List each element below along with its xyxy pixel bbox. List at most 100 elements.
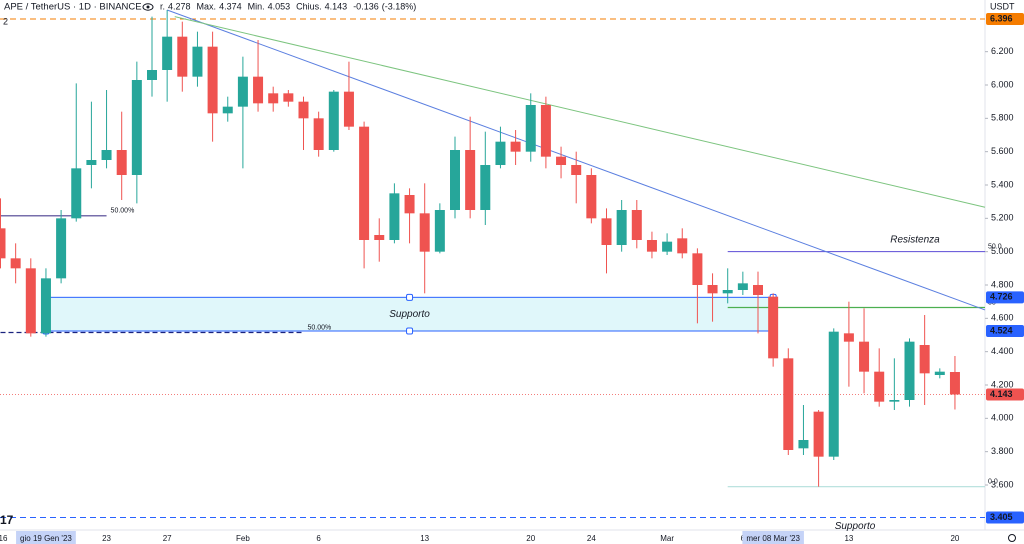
candle-body bbox=[131, 80, 142, 175]
candle-body bbox=[601, 218, 612, 245]
price-label-bg bbox=[986, 511, 1024, 524]
candle-body bbox=[359, 126, 370, 240]
candle-body bbox=[86, 160, 97, 165]
currency: USDT bbox=[990, 1, 1015, 11]
candle-body bbox=[328, 91, 339, 150]
candle-body bbox=[586, 175, 597, 219]
ohlc-value: 4.374 bbox=[219, 1, 242, 11]
candle-body bbox=[662, 241, 673, 252]
candle-body bbox=[450, 150, 460, 210]
zone-handle bbox=[406, 293, 414, 301]
candle-body bbox=[934, 371, 945, 375]
fib-label: 50.00% bbox=[308, 324, 332, 331]
fib-label: 50.00% bbox=[111, 208, 135, 215]
x-tick-label: 27 bbox=[163, 534, 172, 543]
candle-body bbox=[949, 372, 960, 395]
price-label-bg bbox=[986, 291, 1024, 304]
y-tick-label: 4.800 bbox=[991, 279, 1014, 289]
x-highlight-bg bbox=[742, 531, 804, 544]
support-zone bbox=[45, 296, 774, 332]
candle-body bbox=[56, 218, 67, 279]
candle-body bbox=[343, 91, 354, 127]
candle-body bbox=[571, 165, 582, 175]
candle-body bbox=[374, 235, 385, 240]
settings-icon[interactable] bbox=[1008, 534, 1016, 542]
y-tick-label: 5.000 bbox=[991, 246, 1014, 256]
candle-body bbox=[116, 150, 127, 175]
candle-body bbox=[237, 76, 248, 107]
candle-body bbox=[828, 331, 839, 457]
x-tick-label: 6 bbox=[316, 534, 321, 543]
x-tick-label: 23 bbox=[102, 534, 111, 543]
ohlc-value: 4.143 bbox=[325, 1, 348, 11]
y-tick-label: 3.800 bbox=[991, 446, 1014, 456]
candle-body bbox=[389, 193, 400, 240]
price-label: 6.396 bbox=[990, 13, 1013, 23]
x-tick-label: 16 bbox=[0, 534, 8, 543]
candle-body bbox=[510, 141, 521, 152]
ohlc-label: Max. bbox=[197, 1, 217, 11]
x-tick-label: 20 bbox=[526, 534, 535, 543]
candle-body bbox=[859, 341, 870, 372]
change-pct: (-3.18%) bbox=[382, 1, 417, 11]
y-tick-label: 5.600 bbox=[991, 146, 1014, 156]
candle-body bbox=[889, 400, 900, 402]
price-label-bg bbox=[986, 325, 1024, 337]
y-tick-label: 3.600 bbox=[991, 479, 1014, 489]
x-tick-label: Feb bbox=[236, 534, 250, 543]
price-label-bg bbox=[986, 13, 1024, 25]
candle-body bbox=[722, 290, 733, 294]
symbol: APE / TetherUS · 1D · BINANCE bbox=[4, 2, 142, 13]
y-tick-label: 5.200 bbox=[991, 213, 1014, 223]
y-tick-label: 5.400 bbox=[991, 179, 1014, 189]
candle-body bbox=[0, 228, 6, 259]
eye-icon[interactable] bbox=[142, 3, 154, 11]
price-label: 4.726 bbox=[990, 292, 1013, 302]
x-tick-label: 13 bbox=[844, 534, 853, 543]
candle-body bbox=[177, 36, 188, 77]
pane-number: 2 bbox=[3, 16, 8, 26]
x-tick-label: 20 bbox=[950, 534, 959, 543]
candle-body bbox=[525, 105, 536, 152]
candle-body bbox=[692, 253, 703, 285]
candle-body bbox=[919, 345, 930, 374]
y-tick-label: 5.800 bbox=[991, 113, 1014, 123]
change: -0.136 bbox=[353, 1, 379, 11]
candle-body bbox=[162, 36, 173, 70]
candle-body bbox=[768, 296, 779, 359]
candle-body bbox=[631, 210, 642, 240]
ohlc-label: Chius. bbox=[296, 1, 322, 11]
fib-label: 50.0 bbox=[988, 244, 1002, 251]
candle-body bbox=[434, 210, 445, 252]
candle-body bbox=[540, 105, 551, 157]
ohlc-value: 4.278 bbox=[168, 1, 191, 11]
drawings-layer: Supporto Supporto Resistenza 50.0 50.00% 50.0… bbox=[0, 9, 1002, 532]
y-tick-label: 4.200 bbox=[991, 379, 1014, 389]
candle-body bbox=[737, 283, 748, 290]
candle-body bbox=[71, 168, 82, 219]
candle-body bbox=[268, 93, 279, 104]
y-tick-label: 4.400 bbox=[991, 346, 1014, 356]
trendline bbox=[174, 16, 986, 208]
tv-logo: 17 bbox=[0, 513, 14, 527]
candle-body bbox=[646, 240, 657, 252]
x-tick-label-highlight: mer 08 Mar '23 bbox=[746, 534, 800, 543]
candle-body bbox=[813, 411, 824, 457]
resistance-text: Resistenza bbox=[890, 234, 940, 245]
candle-body bbox=[798, 440, 809, 449]
axes-layer: 3.600 3.800 4.000 4.200 4.400 4.600 4.800 5.000… bbox=[0, 13, 1024, 544]
candle-body bbox=[495, 141, 506, 165]
candle-body bbox=[147, 70, 157, 80]
candle-body bbox=[465, 150, 476, 210]
x-tick-label: 24 bbox=[587, 534, 596, 543]
x-tick-label: 13 bbox=[420, 534, 429, 543]
candle-body bbox=[616, 210, 627, 245]
price-label: 4.143 bbox=[990, 389, 1013, 399]
candle-body bbox=[101, 150, 112, 160]
candle-body bbox=[677, 238, 688, 254]
ohlc-label: r. bbox=[160, 1, 165, 11]
candle-body bbox=[707, 285, 718, 294]
y-tick-label: 4.000 bbox=[991, 413, 1014, 423]
price-label-bg bbox=[986, 388, 1024, 401]
